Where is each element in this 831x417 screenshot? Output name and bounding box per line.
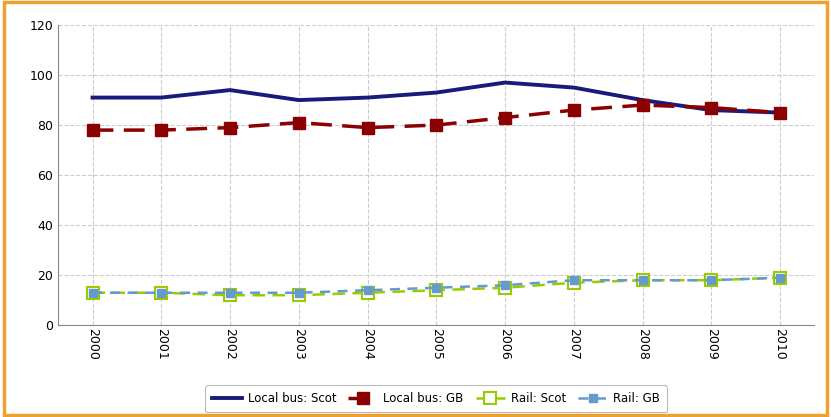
Line: Local bus: GB: Local bus: GB: [87, 100, 785, 136]
Rail: Scot: (2.01e+03, 19): Scot: (2.01e+03, 19): [775, 275, 785, 280]
Local bus: Scot: (2e+03, 91): Scot: (2e+03, 91): [362, 95, 372, 100]
Local bus: GB: (2e+03, 80): GB: (2e+03, 80): [431, 123, 441, 128]
Rail: GB: (2e+03, 13): GB: (2e+03, 13): [87, 290, 97, 295]
Rail: GB: (2.01e+03, 19): GB: (2.01e+03, 19): [775, 275, 785, 280]
Rail: Scot: (2e+03, 14): Scot: (2e+03, 14): [431, 288, 441, 293]
Local bus: GB: (2e+03, 78): GB: (2e+03, 78): [87, 128, 97, 133]
Line: Local bus: Scot: Local bus: Scot: [92, 83, 780, 113]
Local bus: Scot: (2.01e+03, 85): Scot: (2.01e+03, 85): [775, 110, 785, 115]
Rail: Scot: (2.01e+03, 18): Scot: (2.01e+03, 18): [637, 278, 647, 283]
Local bus: Scot: (2e+03, 90): Scot: (2e+03, 90): [294, 98, 304, 103]
Local bus: GB: (2.01e+03, 85): GB: (2.01e+03, 85): [775, 110, 785, 115]
Legend: Local bus: Scot, Local bus: GB, Rail: Scot, Rail: GB: Local bus: Scot, Local bus: GB, Rail: Sc…: [205, 385, 667, 412]
Rail: Scot: (2.01e+03, 18): Scot: (2.01e+03, 18): [706, 278, 716, 283]
Rail: GB: (2e+03, 15): GB: (2e+03, 15): [431, 285, 441, 290]
Local bus: Scot: (2.01e+03, 86): Scot: (2.01e+03, 86): [706, 108, 716, 113]
Rail: GB: (2e+03, 13): GB: (2e+03, 13): [294, 290, 304, 295]
Rail: Scot: (2e+03, 13): Scot: (2e+03, 13): [156, 290, 166, 295]
Rail: Scot: (2e+03, 13): Scot: (2e+03, 13): [87, 290, 97, 295]
Local bus: Scot: (2e+03, 94): Scot: (2e+03, 94): [225, 88, 235, 93]
Line: Rail: GB: Rail: GB: [88, 274, 784, 297]
Rail: Scot: (2e+03, 12): Scot: (2e+03, 12): [225, 293, 235, 298]
Rail: GB: (2.01e+03, 18): GB: (2.01e+03, 18): [637, 278, 647, 283]
Local bus: GB: (2.01e+03, 83): GB: (2.01e+03, 83): [500, 115, 510, 120]
Local bus: Scot: (2e+03, 91): Scot: (2e+03, 91): [87, 95, 97, 100]
Local bus: Scot: (2.01e+03, 95): Scot: (2.01e+03, 95): [568, 85, 578, 90]
Local bus: Scot: (2e+03, 93): Scot: (2e+03, 93): [431, 90, 441, 95]
Rail: GB: (2e+03, 13): GB: (2e+03, 13): [156, 290, 166, 295]
Local bus: GB: (2e+03, 78): GB: (2e+03, 78): [156, 128, 166, 133]
Line: Rail: Scot: Rail: Scot: [87, 272, 785, 301]
Rail: Scot: (2e+03, 12): Scot: (2e+03, 12): [294, 293, 304, 298]
Local bus: GB: (2.01e+03, 87): GB: (2.01e+03, 87): [706, 105, 716, 110]
Local bus: Scot: (2e+03, 91): Scot: (2e+03, 91): [156, 95, 166, 100]
Local bus: GB: (2e+03, 79): GB: (2e+03, 79): [362, 125, 372, 130]
Rail: GB: (2e+03, 13): GB: (2e+03, 13): [225, 290, 235, 295]
Rail: Scot: (2.01e+03, 17): Scot: (2.01e+03, 17): [568, 280, 578, 285]
Local bus: GB: (2e+03, 81): GB: (2e+03, 81): [294, 120, 304, 125]
Rail: GB: (2e+03, 14): GB: (2e+03, 14): [362, 288, 372, 293]
Local bus: GB: (2e+03, 79): GB: (2e+03, 79): [225, 125, 235, 130]
Rail: GB: (2.01e+03, 18): GB: (2.01e+03, 18): [706, 278, 716, 283]
Rail: GB: (2.01e+03, 18): GB: (2.01e+03, 18): [568, 278, 578, 283]
Local bus: Scot: (2.01e+03, 90): Scot: (2.01e+03, 90): [637, 98, 647, 103]
Rail: Scot: (2e+03, 13): Scot: (2e+03, 13): [362, 290, 372, 295]
Local bus: Scot: (2.01e+03, 97): Scot: (2.01e+03, 97): [500, 80, 510, 85]
Rail: GB: (2.01e+03, 16): GB: (2.01e+03, 16): [500, 283, 510, 288]
Local bus: GB: (2.01e+03, 86): GB: (2.01e+03, 86): [568, 108, 578, 113]
Rail: Scot: (2.01e+03, 15): Scot: (2.01e+03, 15): [500, 285, 510, 290]
Local bus: GB: (2.01e+03, 88): GB: (2.01e+03, 88): [637, 103, 647, 108]
